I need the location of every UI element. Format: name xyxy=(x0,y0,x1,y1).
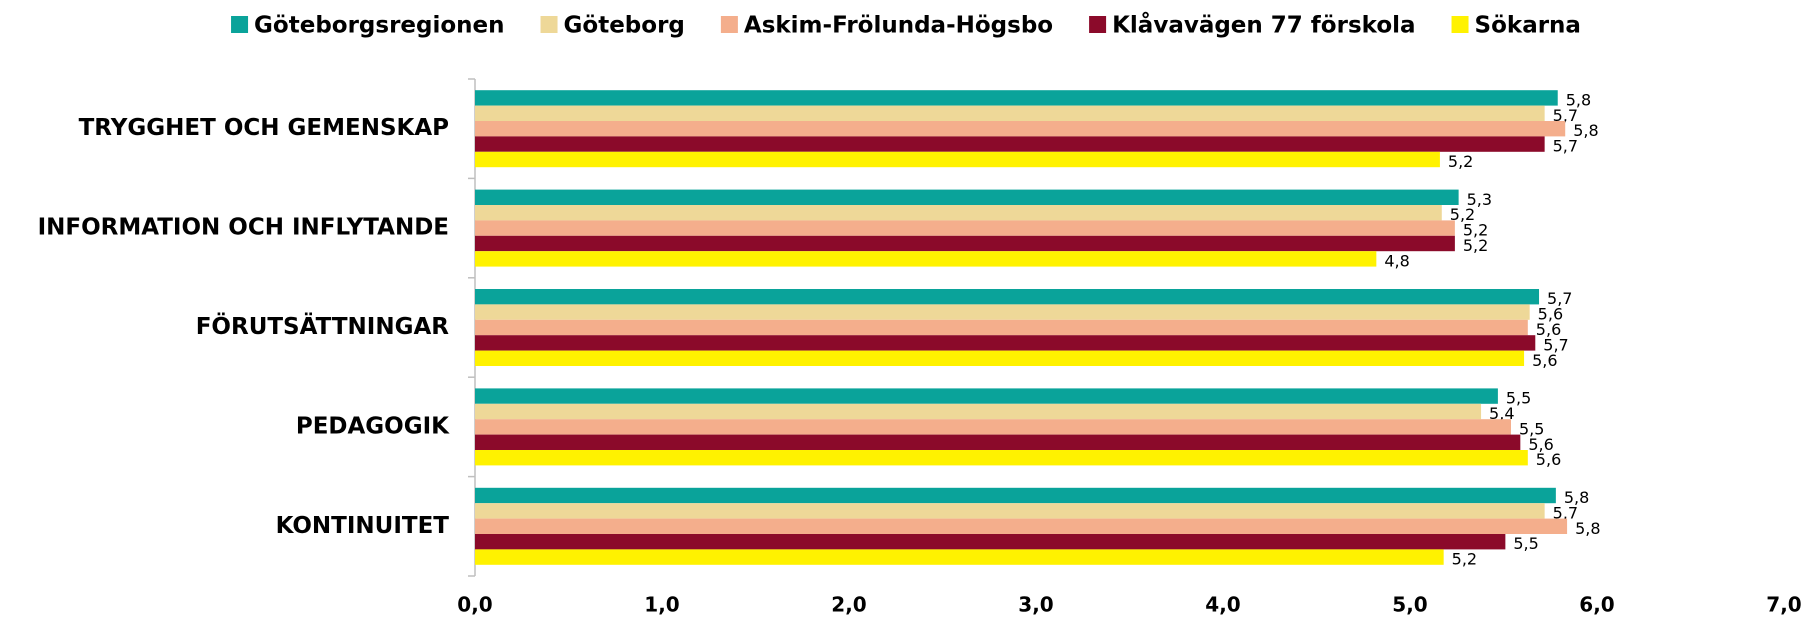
value-label: 5,7 xyxy=(1553,106,1578,125)
value-label: 5,8 xyxy=(1566,90,1591,109)
legend-label: Sökarna xyxy=(1475,13,1581,39)
legend-swatch xyxy=(540,16,558,33)
value-label: 5,2 xyxy=(1452,550,1477,569)
value-label: 5,3 xyxy=(1467,190,1492,209)
value-label: 5,2 xyxy=(1448,152,1473,171)
bar xyxy=(475,205,1442,221)
x-tick-label: 1,0 xyxy=(644,593,679,617)
bar xyxy=(475,534,1506,550)
legend-swatch xyxy=(1089,16,1107,33)
bar xyxy=(475,151,1440,168)
legend-swatch xyxy=(231,16,249,33)
category-label: PEDAGOGIK xyxy=(296,413,450,439)
legend-label: Askim-Frölunda-Högsbo xyxy=(744,13,1053,39)
x-tick-label: 5,0 xyxy=(1392,593,1427,617)
value-label: 5,8 xyxy=(1575,519,1600,538)
bar xyxy=(475,487,1556,504)
x-tick-label: 4,0 xyxy=(1205,593,1240,617)
bar xyxy=(475,503,1545,519)
value-label: 5,8 xyxy=(1573,121,1598,140)
bar xyxy=(475,388,1498,404)
value-label: 5,7 xyxy=(1543,335,1568,354)
bar xyxy=(475,419,1511,435)
value-label: 5,7 xyxy=(1553,503,1578,522)
x-tick-label: 0,0 xyxy=(457,593,492,617)
value-label: 4,8 xyxy=(1384,251,1409,270)
value-label: 5,6 xyxy=(1538,305,1563,324)
bar xyxy=(475,235,1455,252)
value-label: 5,2 xyxy=(1450,205,1475,224)
bar xyxy=(475,220,1455,236)
value-label: 5,5 xyxy=(1513,534,1538,553)
category-label: TRYGGHET OCH GEMENSKAP xyxy=(79,115,449,141)
value-label: 5,4 xyxy=(1489,404,1514,423)
value-label: 5,5 xyxy=(1519,419,1544,438)
legend-label: Göteborg xyxy=(564,13,685,39)
value-label: 5,8 xyxy=(1564,488,1589,507)
x-tick-label: 7,0 xyxy=(1766,593,1801,617)
x-tick-label: 2,0 xyxy=(831,593,866,617)
bar xyxy=(475,319,1528,336)
bar xyxy=(475,251,1377,267)
value-label: 5,2 xyxy=(1463,236,1488,255)
category-label: INFORMATION OCH INFLYTANDE xyxy=(38,215,449,241)
bar xyxy=(475,105,1545,121)
bar xyxy=(475,136,1545,152)
bar xyxy=(475,289,1540,305)
bar xyxy=(475,549,1444,565)
legend-swatch xyxy=(720,16,738,33)
legend-swatch xyxy=(1451,16,1469,33)
bar xyxy=(475,434,1521,450)
value-label: 5,7 xyxy=(1547,289,1572,308)
bar xyxy=(475,335,1536,351)
bar xyxy=(475,90,1558,106)
bar xyxy=(475,450,1528,466)
value-label: 5,7 xyxy=(1553,137,1578,156)
x-tick-label: 3,0 xyxy=(1018,593,1053,617)
value-label: 5,2 xyxy=(1463,221,1488,240)
x-tick-label: 6,0 xyxy=(1579,593,1614,617)
value-label: 5,6 xyxy=(1536,320,1561,339)
value-label: 5,6 xyxy=(1536,450,1561,469)
legend-label: Klåvavägen 77 förskola xyxy=(1112,12,1415,39)
value-label: 5,5 xyxy=(1506,389,1531,408)
category-label: KONTINUITET xyxy=(276,513,450,539)
category-label: FÖRUTSÄTTNINGAR xyxy=(196,312,450,340)
bar xyxy=(475,304,1530,320)
legend-label: Göteborgsregionen xyxy=(254,13,504,39)
bar xyxy=(475,350,1525,366)
bar xyxy=(475,403,1482,420)
bar xyxy=(475,518,1568,534)
value-label: 5,6 xyxy=(1532,351,1557,370)
value-label: 5,6 xyxy=(1528,435,1553,454)
bar xyxy=(475,189,1459,205)
bar xyxy=(475,121,1566,137)
